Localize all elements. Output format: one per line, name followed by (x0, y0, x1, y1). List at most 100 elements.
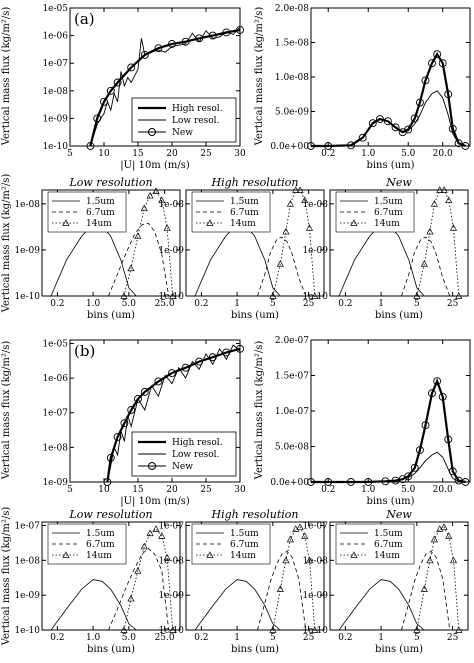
a_low_resolution-series-14um (123, 190, 174, 297)
b_new-xtick-label: 5 (414, 633, 420, 643)
a_flux_vs_wind-series-new (89, 29, 241, 147)
a_low_resolution-xlabel: bins (um) (87, 310, 135, 321)
a_high_resolution-point-14um (311, 292, 319, 299)
b_flux_vs_wind-ytick-label: 1e-07 (42, 409, 68, 419)
b_new-ytick-label: 1e-07 (302, 521, 328, 531)
a-low-size-legend-label: 14um (86, 219, 112, 229)
a_flux_vs_wind-point-new (168, 39, 176, 48)
a_low_resolution-title: Low resolution (68, 176, 152, 189)
a_new-point-14um (430, 200, 438, 207)
b_low_resolution-ylabel: Vertical mass flux (kg/m²/s) (1, 507, 12, 647)
a_flux_vs_wind-point-new (222, 28, 231, 37)
a_high_resolution-xtick-label: 25 (303, 299, 315, 309)
b_flux_vs_wind-point-new (208, 353, 217, 362)
b_flux_vs_wind-xlabel: |U| 10m (m/s) (120, 496, 190, 507)
a_flux_vs_bins-ytick-label: 1.5e-08 (275, 39, 309, 49)
a_flux_vs_wind-point-new (236, 26, 244, 34)
a_flux_vs_wind-xtick-label: 10 (98, 149, 110, 159)
b_low_resolution-title: Low resolution (68, 508, 152, 521)
b_flux_vs_wind-ytick-label: 1e-09 (42, 478, 68, 488)
a_high_resolution-series-15um (194, 223, 281, 297)
b_flux_vs_bins-frame (310, 339, 471, 483)
b_flux_vs_wind-point-new (106, 453, 115, 462)
b-new-size-legend-label: 14um (374, 551, 400, 561)
a_flux_vs_bins-ytick-label: 1.0e-08 (275, 73, 309, 83)
b_flux_vs_bins-point-new (324, 478, 333, 486)
b_low_resolution-point-14um (152, 525, 160, 532)
b_high_resolution-point-14um (305, 556, 314, 564)
a_flux_vs_bins-xlabel: bins (um) (366, 160, 414, 171)
a-legend-marker (148, 128, 156, 136)
b_high_resolution-xtick-label: 25 (303, 633, 315, 643)
a_new-series-67um (401, 236, 451, 297)
b_high_resolution-ytick-label: 1e-07 (158, 521, 184, 531)
b_high_resolution-point-14um (286, 535, 294, 543)
b_flux_vs_wind-xtick-label: 10 (98, 485, 110, 495)
b_flux_vs_wind-ytick-label: 1e-05 (42, 339, 68, 349)
a_low_resolution-xtick-label: 1.0 (86, 299, 101, 309)
a_flux_vs_wind-ylabel: Vertical mass flux (kg/m²/s) (1, 7, 12, 147)
a_low_resolution-point-14um (158, 196, 166, 204)
a_high_resolution-point-14um (296, 186, 304, 193)
b_flux_vs_bins-point-new (347, 478, 355, 486)
a_new-point-14um (420, 260, 428, 267)
a_flux_vs_wind-ytick-label: 1e-07 (42, 59, 68, 69)
a_flux_vs_bins-point-new (358, 133, 367, 142)
b_flux_vs_wind-point-new (127, 406, 136, 414)
a-new-size-legend-marker (350, 219, 358, 226)
b_flux_vs_wind-point-new (168, 369, 176, 377)
a_flux_vs_wind-point-new (195, 34, 204, 43)
a_flux_vs_bins-ylabel: Vertical mass flux (kg/m²/s) (254, 7, 265, 147)
b_high_resolution-point-14um (311, 626, 319, 633)
a_high_resolution-xtick-label: 1 (234, 299, 240, 309)
a_flux_vs_bins-xtick-label: 5.0 (401, 149, 416, 159)
a_flux_vs_wind-ytick-label: 1e-08 (42, 87, 68, 97)
a-legend-label: Low resol. (172, 116, 220, 126)
b_flux_vs_bins-point-new (438, 392, 447, 401)
b_new-point-14um (440, 523, 448, 530)
b_low_resolution-point-14um (127, 594, 135, 602)
a_new-point-14um (445, 196, 453, 204)
a_flux_vs_bins-point-new (444, 90, 453, 99)
b-legend-label: Low resol. (172, 450, 220, 460)
panel-label-a: (a) (74, 10, 95, 28)
a_new-xtick-label: 5 (414, 299, 420, 309)
a_flux_vs_bins-point-new (421, 76, 430, 85)
a_high_resolution-series-14um (272, 189, 316, 297)
b_high_resolution-point-14um (296, 523, 304, 530)
b_flux_vs_bins-xtick-label: 5.0 (401, 485, 416, 495)
b_new-point-14um (455, 626, 463, 633)
a_new-point-14um (455, 292, 463, 299)
a_new-xtick-label: 0.2 (338, 299, 352, 309)
a_flux_vs_bins-point-new (461, 142, 470, 150)
b_new-xtick-label: 25 (447, 633, 459, 643)
a_low_resolution-point-14um (146, 191, 154, 199)
a_new-point-14um (449, 224, 458, 231)
b-new-size-legend-label: 6.7um (374, 540, 403, 550)
a_flux_vs_bins-point-new (448, 124, 457, 133)
a_high_resolution-series-67um (257, 236, 307, 297)
b_flux_vs_wind-point-new (236, 344, 244, 353)
b_low_resolution-ytick-label: 1e-10 (14, 626, 40, 636)
a_high_resolution-title: High resolution (210, 176, 298, 189)
a_flux_vs_bins-point-new (428, 59, 436, 68)
a_flux_vs_wind-xlabel: |U| 10m (m/s) (120, 160, 190, 171)
b_low_resolution-point-14um (163, 553, 171, 561)
b_flux_vs_bins-point-new (421, 421, 430, 430)
b_flux_vs_wind-point-new (113, 432, 122, 441)
a_low_resolution-ytick-label: 1e-10 (14, 292, 40, 302)
b_low_resolution-xlabel: bins (um) (87, 644, 135, 655)
b-low-size-legend-label: 14um (86, 551, 112, 561)
b-low-size-legend-marker (62, 551, 70, 558)
a_high_resolution-point-14um (276, 260, 284, 267)
a-new-size-legend-label: 6.7um (374, 208, 403, 218)
a_flux_vs_wind-xtick-label: 5 (67, 149, 73, 159)
a_new-point-14um (440, 186, 448, 193)
b_high_resolution-ytick-label: 1e-08 (158, 556, 184, 566)
b_flux_vs_wind-point-new (181, 363, 190, 372)
a_low_resolution-point-14um (152, 187, 160, 194)
b_flux_vs_wind-ytick-label: 1e-08 (42, 443, 68, 453)
a_flux_vs_wind-xtick-label: 25 (200, 149, 212, 159)
a_flux_vs_bins-point-new (368, 119, 377, 128)
b_flux_vs_wind-frame (69, 339, 241, 483)
